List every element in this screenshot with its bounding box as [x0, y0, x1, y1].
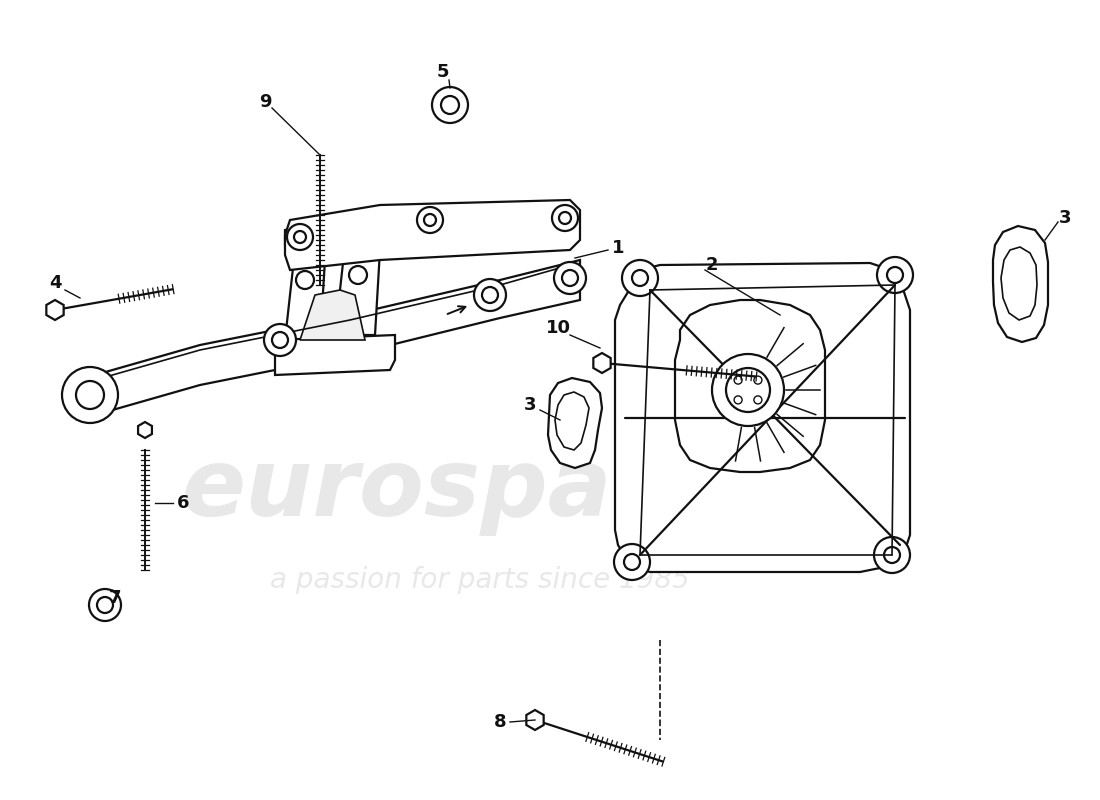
Circle shape [482, 287, 498, 303]
Circle shape [441, 96, 459, 114]
Text: 2: 2 [706, 256, 718, 274]
Circle shape [632, 270, 648, 286]
Polygon shape [139, 422, 152, 438]
Circle shape [272, 332, 288, 348]
Circle shape [562, 270, 578, 286]
Circle shape [887, 267, 903, 283]
Circle shape [621, 260, 658, 296]
Polygon shape [95, 260, 580, 415]
Circle shape [712, 354, 784, 426]
Circle shape [97, 597, 113, 613]
Circle shape [62, 367, 118, 423]
Circle shape [474, 279, 506, 311]
Polygon shape [285, 235, 324, 340]
Circle shape [349, 266, 367, 284]
Text: 10: 10 [546, 319, 571, 337]
Circle shape [734, 376, 742, 384]
Text: eurospares: eurospares [182, 444, 779, 536]
Circle shape [734, 396, 742, 404]
Polygon shape [556, 392, 588, 450]
Circle shape [884, 547, 900, 563]
Text: 3: 3 [1058, 209, 1071, 227]
Polygon shape [526, 710, 543, 730]
Text: 7: 7 [109, 589, 121, 607]
Circle shape [424, 214, 436, 226]
Circle shape [754, 376, 762, 384]
Circle shape [624, 554, 640, 570]
Circle shape [877, 257, 913, 293]
Circle shape [417, 207, 443, 233]
Polygon shape [285, 200, 580, 270]
Polygon shape [46, 300, 64, 320]
Circle shape [614, 544, 650, 580]
Polygon shape [300, 290, 365, 340]
Text: 9: 9 [258, 93, 272, 111]
Polygon shape [993, 226, 1048, 342]
Text: 1: 1 [612, 239, 625, 257]
Circle shape [432, 87, 468, 123]
Text: 6: 6 [177, 494, 189, 512]
Circle shape [294, 231, 306, 243]
Text: 3: 3 [524, 396, 537, 414]
Polygon shape [275, 335, 395, 375]
Text: a passion for parts since 1985: a passion for parts since 1985 [271, 566, 690, 594]
Polygon shape [1001, 247, 1037, 320]
Polygon shape [285, 215, 395, 245]
Circle shape [296, 271, 314, 289]
Circle shape [264, 324, 296, 356]
Circle shape [552, 205, 578, 231]
Circle shape [874, 537, 910, 573]
Polygon shape [593, 353, 611, 373]
Circle shape [287, 224, 314, 250]
Polygon shape [615, 263, 910, 572]
Circle shape [76, 381, 104, 409]
Text: 8: 8 [494, 713, 506, 731]
Text: 5: 5 [437, 63, 449, 81]
Circle shape [559, 212, 571, 224]
Circle shape [89, 589, 121, 621]
Polygon shape [336, 230, 380, 335]
Polygon shape [548, 378, 602, 468]
Text: 4: 4 [48, 274, 62, 292]
Polygon shape [675, 300, 825, 472]
Circle shape [554, 262, 586, 294]
Circle shape [754, 396, 762, 404]
Circle shape [726, 368, 770, 412]
